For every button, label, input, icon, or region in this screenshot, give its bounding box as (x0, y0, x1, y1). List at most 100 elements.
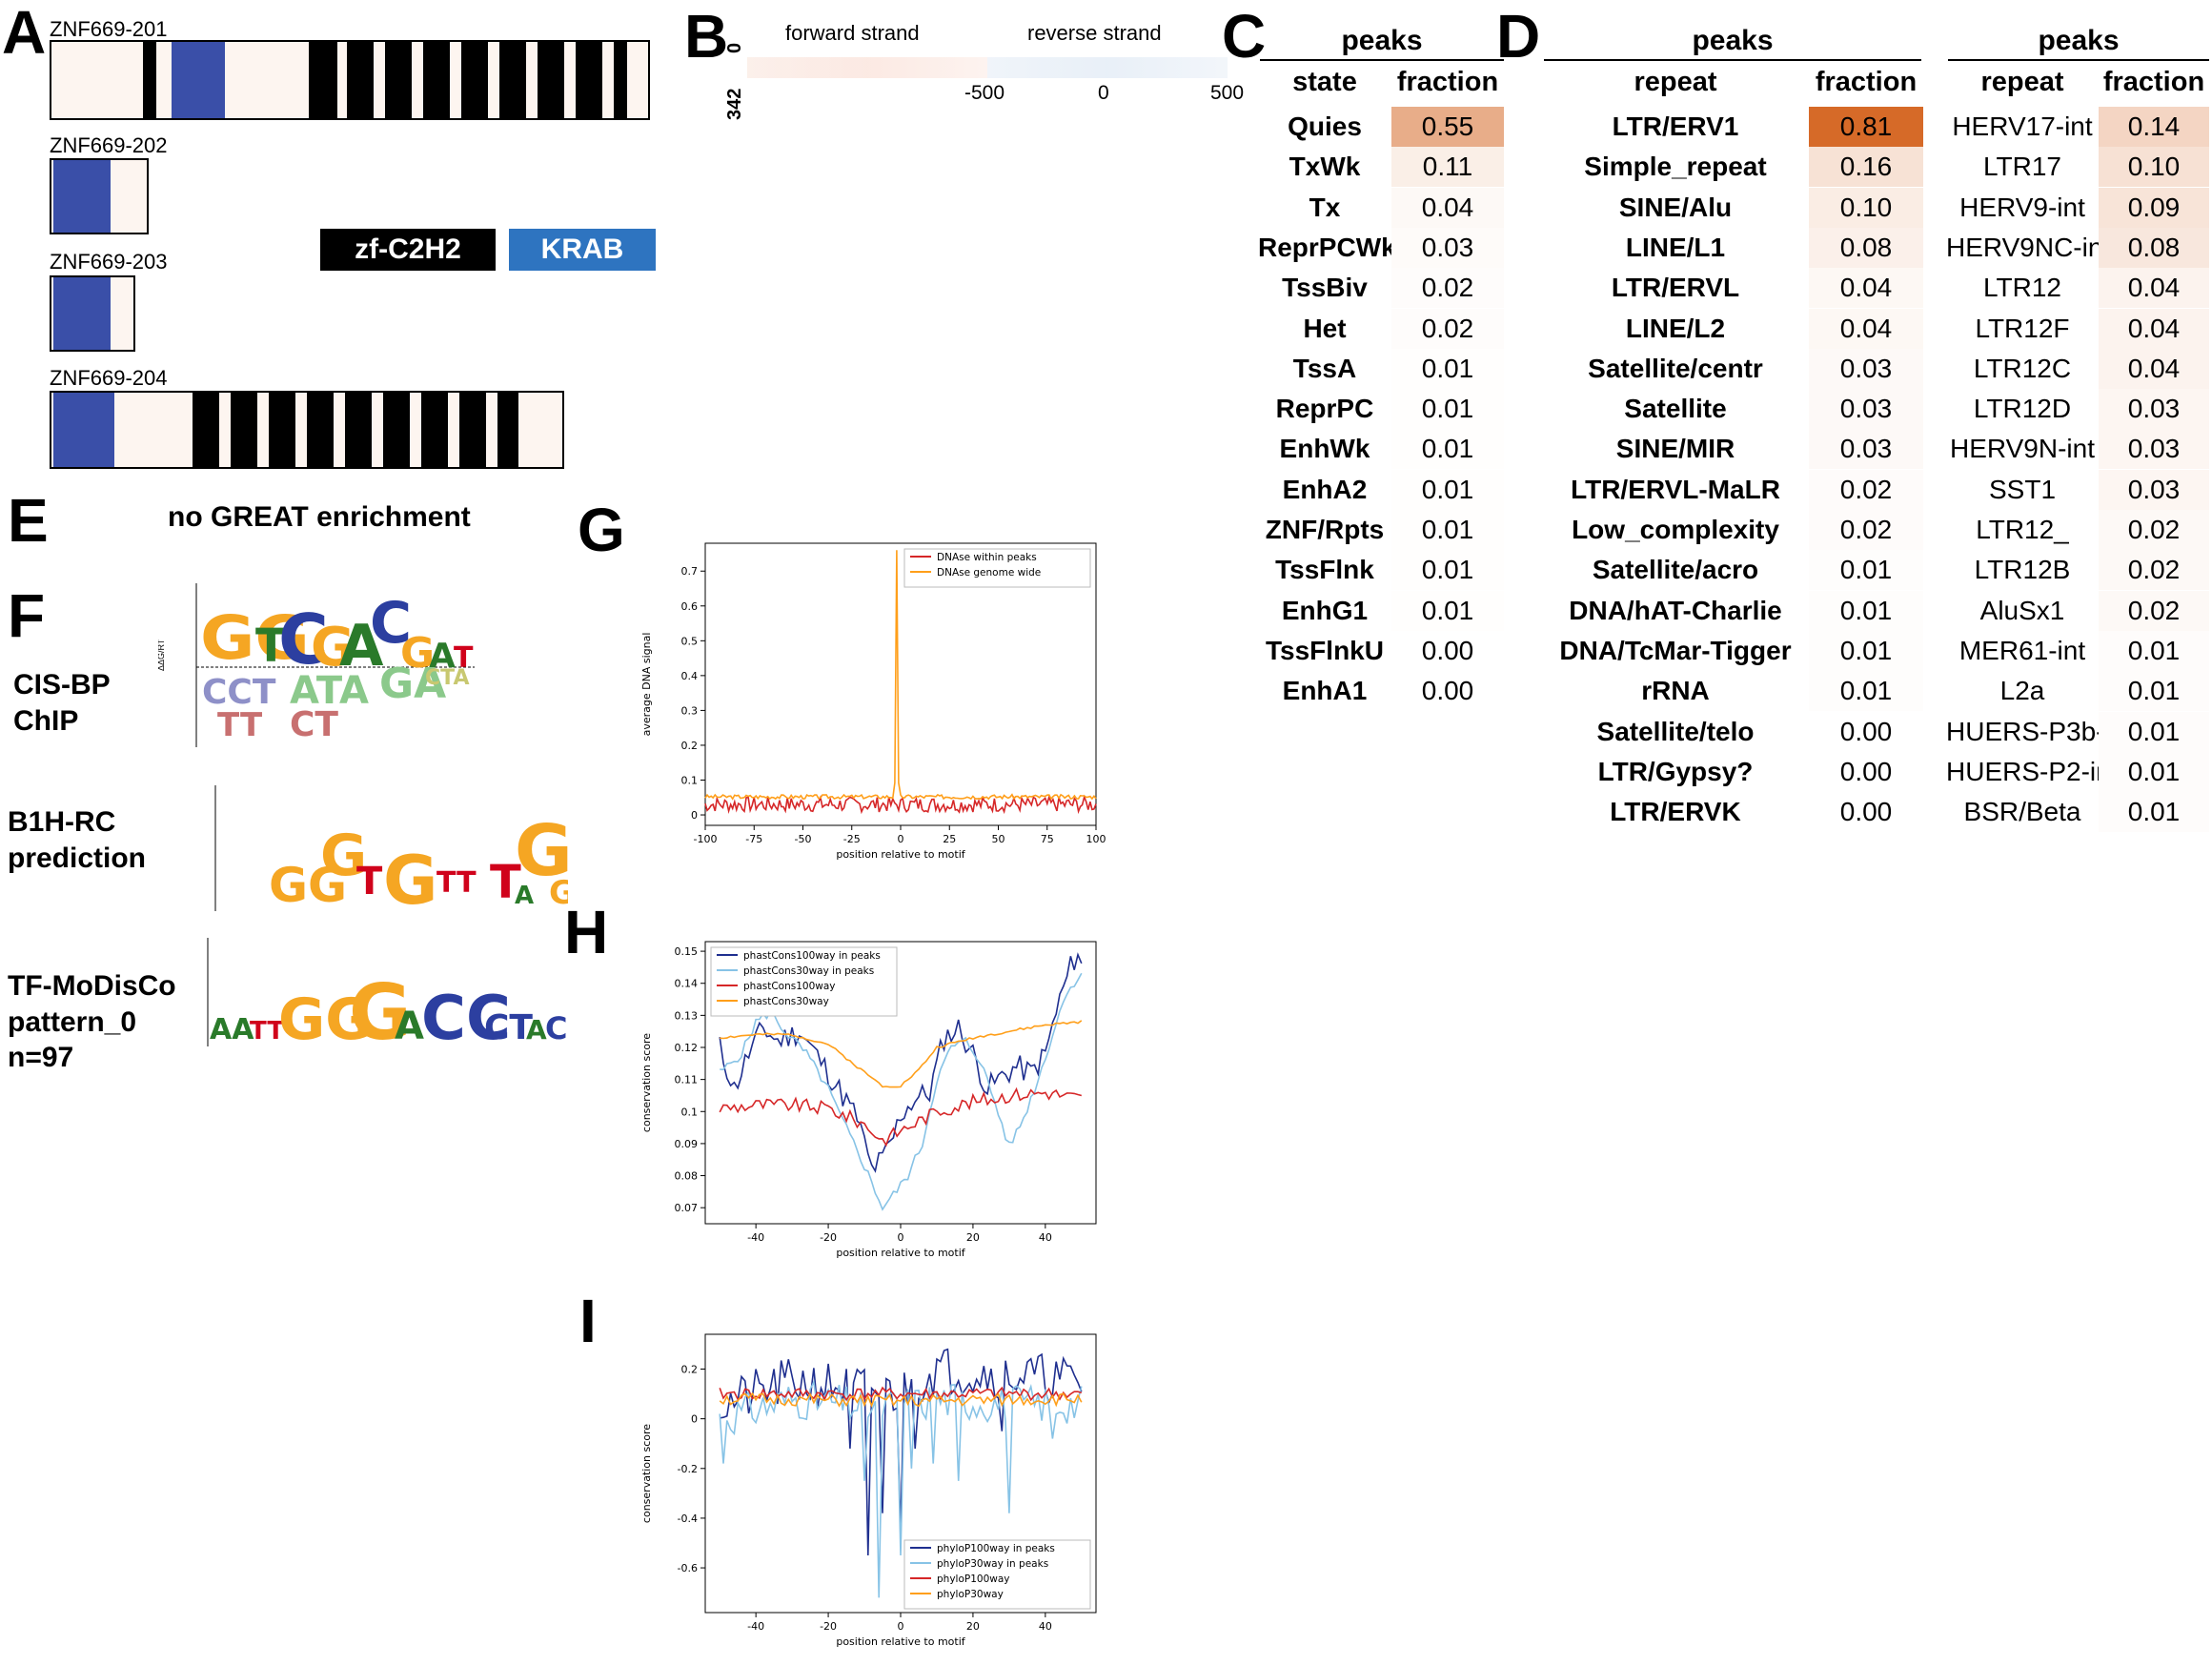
heatmap-tick: 500 (1210, 82, 1245, 104)
logo-letter-a: A (429, 637, 456, 676)
series-line (720, 1020, 1083, 1088)
znf-domain (576, 42, 602, 118)
b1h-label: B1H-RC prediction (8, 806, 147, 874)
logo-letter-a: A (515, 882, 534, 910)
logo-letter-c: CT (484, 1008, 533, 1047)
x-tick-label: 20 (966, 1231, 980, 1244)
znf-domain (538, 42, 564, 118)
x-tick-label: -40 (747, 1231, 764, 1244)
logo-letter-g: G (349, 968, 412, 1057)
column-header-fraction: fraction (1396, 67, 1499, 97)
table-cell-fraction: 0.08 (1809, 227, 1923, 268)
legend-znf: zf-C2H2 (320, 229, 496, 271)
krab-domain (172, 42, 225, 118)
table-cell-fraction: 0.03 (2099, 469, 2209, 510)
table-title: peaks (2038, 25, 2120, 56)
series-line (719, 1386, 1083, 1402)
reverse-strand-heatmap (987, 57, 1228, 78)
logo-letter-c: CC (421, 984, 511, 1054)
table-cell-name: EnhA2 (1282, 474, 1368, 504)
znf-domain (345, 393, 372, 467)
table-cell-fraction: 0.01 (1809, 671, 1923, 712)
y-tick-label: 0.12 (675, 1042, 699, 1054)
series-line (719, 1086, 1083, 1147)
legend-krab: KRAB (509, 229, 656, 271)
table-cell-name: MER61-int (1958, 635, 2086, 665)
y-tick-label: -0.4 (678, 1513, 698, 1525)
table-cell-name: Satellite/centr (1588, 353, 1763, 383)
table-cell-fraction: 0.04 (2099, 308, 2209, 349)
panel-label-d: D (1496, 2, 1541, 71)
table-cell-fraction: 0.03 (2099, 429, 2209, 470)
isoform-label: ZNF669-202 (50, 133, 168, 157)
y-tick-label: 0.09 (675, 1138, 699, 1150)
table-cell-name: HERV9NC-int (1946, 232, 2099, 262)
table-cell-fraction: 0.01 (1391, 429, 1504, 470)
logo-letter-g: GG (269, 858, 347, 913)
table-cell-fraction: 0.04 (2099, 348, 2209, 389)
x-tick-label: -20 (820, 1620, 837, 1633)
series-line (704, 794, 1097, 815)
column-header-fraction: fraction (2102, 67, 2205, 97)
table-cell-name: Simple_repeat (1584, 152, 1767, 182)
y-axis-label: conservation score (640, 1033, 653, 1132)
y-tick-label: 0.2 (681, 740, 699, 752)
y-tick-label: 0.08 (675, 1170, 699, 1183)
x-tick-label: -50 (795, 833, 812, 845)
znf-domain (383, 393, 410, 467)
chromhmm-state-table: peaks state fraction Quies 0.55 TxWk 0.11 Tx… (1258, 25, 1506, 712)
heatmap-tick: 0 (1098, 82, 1109, 104)
table-cell-fraction: 0.14 (2099, 107, 2209, 147)
x-tick-label: 50 (992, 833, 1005, 845)
table-cell-name: SST1 (1988, 474, 2057, 504)
legend-box (903, 1539, 1091, 1610)
legend-label: phastCons30way (743, 996, 829, 1007)
table-cell-name: HERV9N-int (1950, 434, 2095, 464)
cisbp-axis-label: ΔΔG/RT (158, 639, 166, 671)
table-cell-fraction: 0.03 (1391, 227, 1504, 268)
znf-domain (309, 42, 337, 118)
table-cell-name: LTR12_ (1976, 515, 2069, 544)
znf-domain (231, 393, 257, 467)
logo-letter-c: C (370, 590, 412, 657)
znf-domain (193, 393, 219, 467)
legend-label: phastCons30way in peaks (743, 965, 874, 977)
table-cell-name: LTR12C (1973, 353, 2072, 383)
table-cell-fraction: 0.00 (1809, 792, 1923, 833)
table-cell-name: ReprPCWk (1258, 232, 1391, 262)
table-cell-name: Quies (1288, 112, 1362, 141)
panel-label-i: I (579, 1287, 597, 1355)
y-tick-label: 0.6 (681, 600, 699, 613)
table-cell-name: BSR/Beta (1963, 797, 2081, 827)
cisbp-label: CIS-BP ChIP (13, 669, 111, 737)
logo-letter-t: CT (290, 705, 338, 744)
table-cell-fraction: 0.02 (1391, 308, 1504, 349)
table-cell-name: SINE/Alu (1618, 192, 1733, 222)
znf-domain (143, 42, 156, 118)
legend-label: DNAse within peaks (937, 552, 1037, 563)
isoform-202-track (50, 158, 149, 234)
logo-letter-t: TT (217, 706, 263, 744)
legend-label: phastCons100way (743, 981, 836, 992)
table-cell-name: TssFlnk (1275, 555, 1374, 585)
table-cell-fraction: 0.00 (1809, 711, 1923, 752)
y-tick-label: 0.7 (681, 565, 699, 578)
plot-i: -40 -20 0 20 40 -0.6 -0.4 -0.2 0 0.2 position rela… (629, 1321, 1106, 1660)
table-cell-name: Tx (1309, 192, 1341, 222)
table-cell-fraction: 0.04 (2099, 268, 2209, 309)
series-line (719, 952, 1083, 1173)
table-cell-name: LTR12F (1975, 313, 2070, 343)
table-cell-name: LTR17 (1983, 152, 2061, 182)
cisbp-motif-logo: ΔΔG/RT GG T C G A C G A T CCT TT ATA CT … (156, 579, 482, 751)
table-cell-fraction: 0.08 (2099, 227, 2209, 268)
x-tick-label: -75 (745, 833, 762, 845)
logo-letter-g: GG (278, 986, 373, 1053)
logo-letter-t: T (454, 641, 474, 675)
table-cell-name: LTR12 (1983, 273, 2061, 303)
table-cell-name: DNA/hAT-Charlie (1569, 595, 1782, 625)
header-rule (1544, 59, 1921, 61)
panel-label-g: G (578, 496, 625, 564)
table-cell-fraction: 0.01 (1391, 510, 1504, 550)
isoform-203-track (50, 275, 135, 352)
table-cell-fraction: 0.03 (1809, 348, 1923, 389)
